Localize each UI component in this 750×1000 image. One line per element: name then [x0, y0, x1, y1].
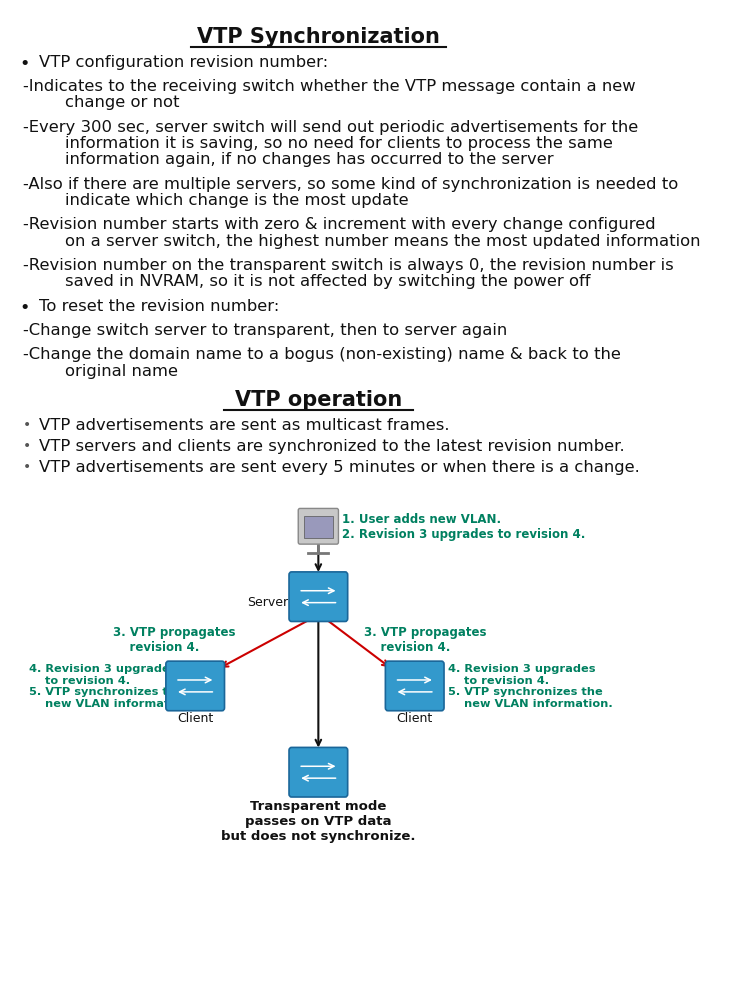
FancyBboxPatch shape — [289, 572, 348, 621]
Text: -Also if there are multiple servers, so some kind of synchronization is needed t: -Also if there are multiple servers, so … — [22, 177, 678, 192]
Text: -Revision number starts with zero & increment with every change configured: -Revision number starts with zero & incr… — [22, 217, 656, 232]
FancyBboxPatch shape — [386, 661, 444, 711]
Text: •: • — [20, 299, 29, 317]
Text: 3. VTP propagates
    revision 4.: 3. VTP propagates revision 4. — [364, 626, 487, 654]
Text: VTP operation: VTP operation — [235, 390, 402, 410]
Text: information again, if no changes has occurred to the server: information again, if no changes has occ… — [22, 152, 554, 167]
Text: VTP configuration revision number:: VTP configuration revision number: — [39, 55, 328, 70]
Text: on a server switch, the highest number means the most updated information: on a server switch, the highest number m… — [22, 234, 700, 249]
Text: Client: Client — [177, 712, 213, 725]
Text: 3. VTP propagates
    revision 4.: 3. VTP propagates revision 4. — [113, 626, 236, 654]
Text: -Change switch server to transparent, then to server again: -Change switch server to transparent, th… — [22, 323, 507, 338]
Text: -Revision number on the transparent switch is always 0, the revision number is: -Revision number on the transparent swit… — [22, 258, 674, 273]
Text: •: • — [22, 439, 31, 453]
Text: change or not: change or not — [22, 95, 179, 110]
Text: •: • — [20, 55, 29, 73]
FancyBboxPatch shape — [166, 661, 224, 711]
Text: information it is saving, so no need for clients to process the same: information it is saving, so no need for… — [22, 136, 613, 151]
Text: To reset the revision number:: To reset the revision number: — [39, 299, 280, 314]
Text: 1. User adds new VLAN.
2. Revision 3 upgrades to revision 4.: 1. User adds new VLAN. 2. Revision 3 upg… — [342, 513, 585, 541]
Text: Transparent mode
passes on VTP data
but does not synchronize.: Transparent mode passes on VTP data but … — [221, 800, 416, 843]
Text: -Change the domain name to a bogus (non-existing) name & back to the: -Change the domain name to a bogus (non-… — [22, 347, 620, 362]
Text: VTP advertisements are sent every 5 minutes or when there is a change.: VTP advertisements are sent every 5 minu… — [39, 460, 640, 475]
Text: original name: original name — [22, 364, 178, 379]
Text: -Indicates to the receiving switch whether the VTP message contain a new: -Indicates to the receiving switch wheth… — [22, 79, 635, 94]
Text: Server: Server — [247, 596, 288, 609]
Text: 4. Revision 3 upgrades
    to revision 4.
5. VTP synchronizes the
    new VLAN i: 4. Revision 3 upgrades to revision 4. 5.… — [448, 664, 613, 709]
Text: Client: Client — [397, 712, 433, 725]
FancyBboxPatch shape — [298, 508, 338, 544]
Text: -Every 300 sec, server switch will send out periodic advertisements for the: -Every 300 sec, server switch will send … — [22, 120, 638, 135]
Text: •: • — [22, 460, 31, 474]
Text: indicate which change is the most update: indicate which change is the most update — [22, 193, 408, 208]
Text: VTP advertisements are sent as multicast frames.: VTP advertisements are sent as multicast… — [39, 418, 450, 433]
Text: •: • — [22, 418, 31, 432]
FancyBboxPatch shape — [289, 747, 348, 797]
Text: 4. Revision 3 upgrades
    to revision 4.
5. VTP synchronizes the
    new VLAN i: 4. Revision 3 upgrades to revision 4. 5.… — [29, 664, 194, 709]
Text: VTP servers and clients are synchronized to the latest revision number.: VTP servers and clients are synchronized… — [39, 439, 625, 454]
FancyBboxPatch shape — [304, 516, 332, 538]
Text: VTP Synchronization: VTP Synchronization — [197, 27, 440, 47]
Text: saved in NVRAM, so it is not affected by switching the power off: saved in NVRAM, so it is not affected by… — [22, 274, 590, 289]
